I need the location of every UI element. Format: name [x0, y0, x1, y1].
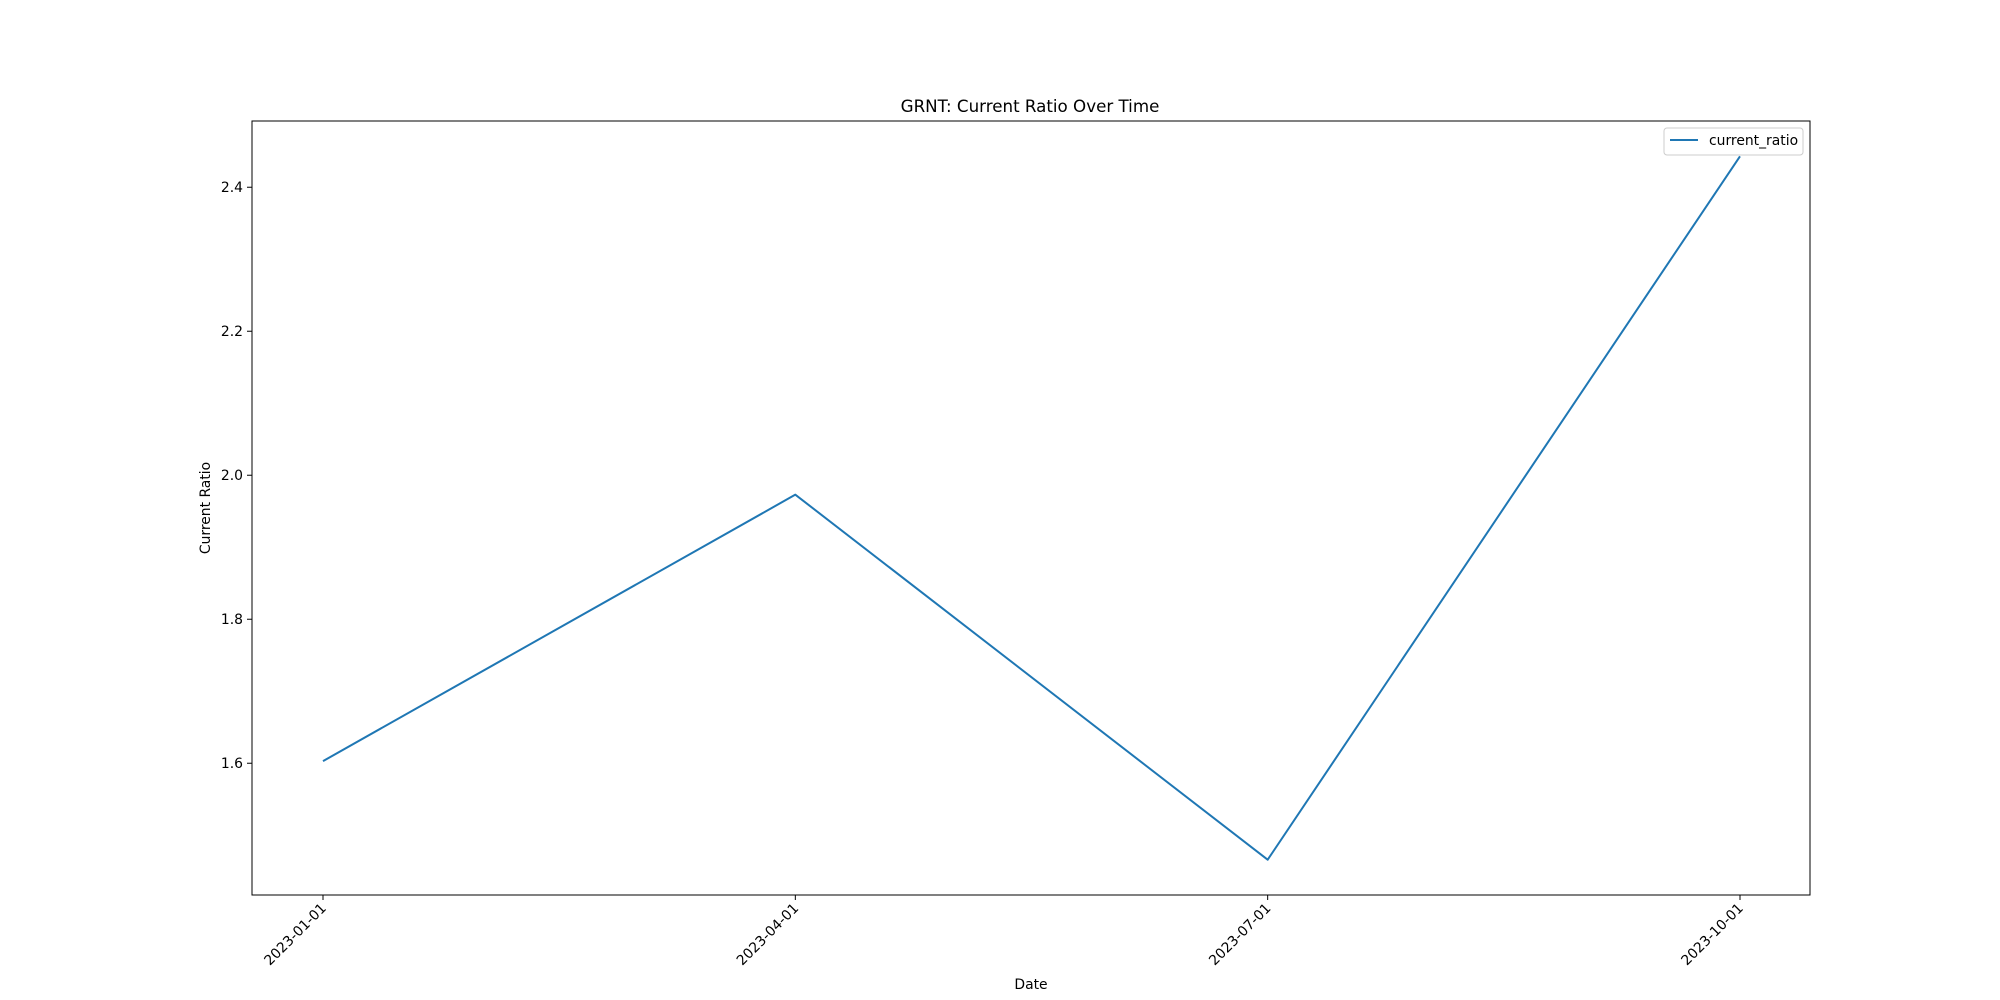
legend-label-current-ratio: current_ratio	[1709, 133, 1798, 149]
y-tick-label: 1.8	[221, 612, 243, 628]
y-tick-label: 2.2	[221, 324, 243, 340]
y-tick-label: 1.6	[221, 756, 243, 772]
y-tick-label: 2.0	[221, 468, 243, 484]
y-axis: 1.6 1.8 2.0 2.2 2.4	[221, 180, 252, 772]
legend-box	[1663, 127, 1804, 156]
series-line-current-ratio	[322, 155, 1741, 861]
plot-area	[251, 120, 1811, 896]
legend: current_ratio	[1663, 127, 1804, 156]
x-axis-label: Date	[1014, 977, 1047, 993]
y-tick-label: 2.4	[221, 180, 243, 196]
series-layer	[322, 155, 1741, 861]
y-axis-label: Current Ratio	[198, 462, 214, 554]
plot-frame	[251, 120, 1811, 896]
chart-title: GRNT: Current Ratio Over Time	[901, 96, 1160, 116]
